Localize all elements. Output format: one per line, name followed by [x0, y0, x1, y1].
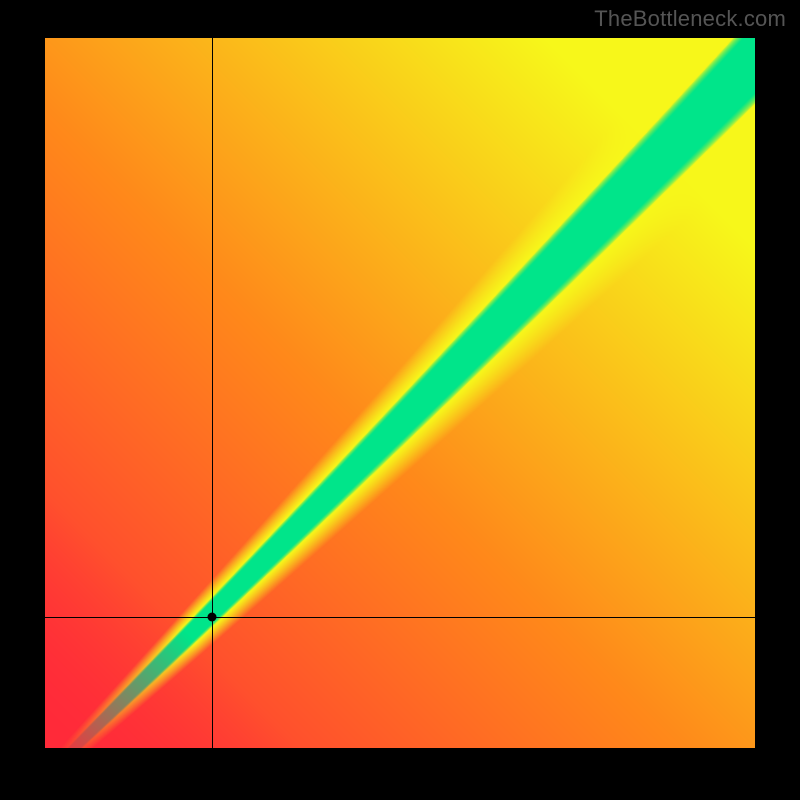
chart-container: TheBottleneck.com: [0, 0, 800, 800]
heatmap-canvas: [45, 38, 755, 748]
plot-area: [45, 38, 755, 748]
crosshair-vertical: [212, 38, 213, 748]
crosshair-horizontal: [45, 617, 755, 618]
data-point-marker: [207, 612, 216, 621]
watermark-text: TheBottleneck.com: [594, 6, 786, 32]
